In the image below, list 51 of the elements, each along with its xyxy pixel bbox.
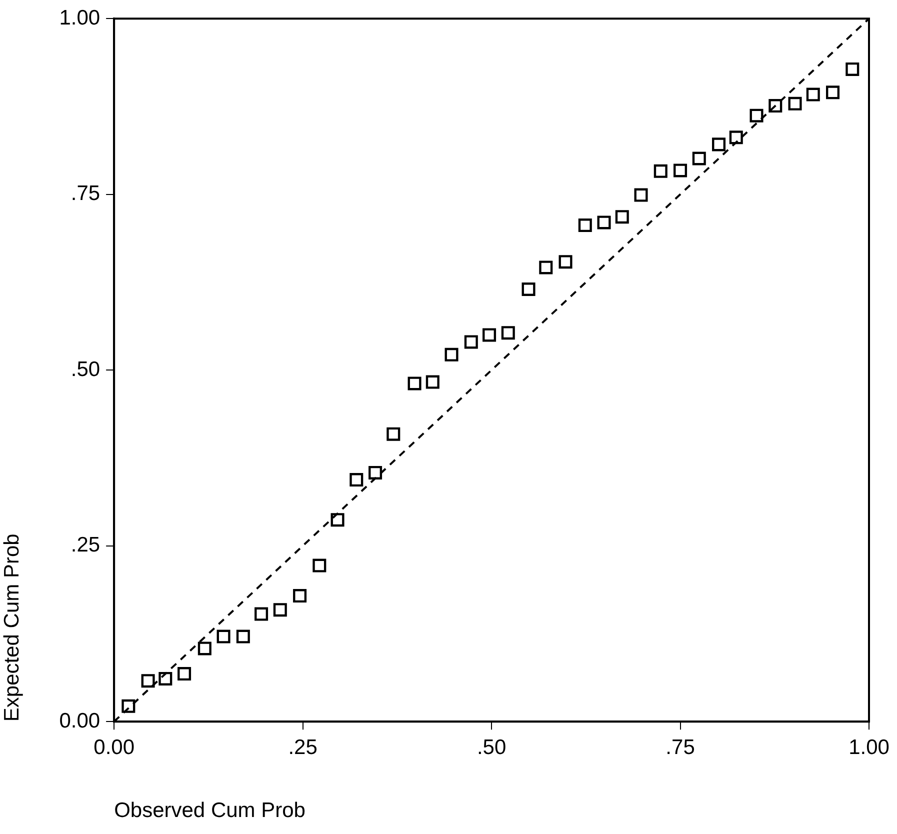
point	[615, 210, 629, 224]
point	[122, 699, 136, 713]
point	[578, 218, 592, 232]
x-tick-label: .75	[666, 736, 695, 759]
point	[692, 152, 706, 166]
point	[826, 86, 840, 100]
point	[312, 558, 326, 572]
point	[293, 589, 307, 603]
x-tick-label: .50	[476, 736, 506, 759]
point	[654, 164, 668, 178]
y-tick-label: .75	[70, 182, 100, 206]
point	[198, 642, 212, 656]
point	[558, 255, 572, 269]
point	[141, 674, 155, 688]
point	[597, 216, 611, 230]
x-tick-label: 0.00	[94, 736, 135, 759]
point	[539, 260, 553, 274]
x-tick-label: .25	[288, 736, 318, 759]
y-tick-label: .50	[70, 358, 100, 381]
point	[712, 138, 726, 152]
point	[464, 335, 478, 349]
point	[408, 376, 422, 390]
point	[178, 667, 192, 681]
y-tick-label: 0.00	[59, 709, 100, 732]
point	[444, 348, 458, 362]
point	[254, 607, 268, 621]
y-tick-label: .25	[70, 534, 100, 557]
point	[368, 466, 382, 480]
point	[273, 603, 287, 617]
point	[216, 630, 230, 644]
point	[386, 427, 400, 441]
point	[634, 188, 648, 202]
point	[788, 96, 802, 110]
point	[522, 282, 536, 296]
point	[729, 130, 743, 144]
point	[330, 513, 344, 527]
point	[806, 88, 820, 102]
y-axis-title: Expected Cum Prob	[0, 534, 24, 722]
point	[750, 108, 764, 122]
point	[426, 375, 440, 389]
y-tick-label: 1.00	[59, 6, 100, 30]
point	[846, 62, 860, 76]
point	[350, 473, 364, 487]
point	[482, 328, 496, 342]
point	[768, 99, 782, 113]
x-tick-label: 1.00	[848, 736, 890, 759]
point	[674, 164, 688, 178]
point	[501, 326, 515, 340]
point	[158, 672, 172, 686]
x-axis-title: Observed Cum Prob	[114, 799, 306, 822]
point	[236, 630, 250, 644]
